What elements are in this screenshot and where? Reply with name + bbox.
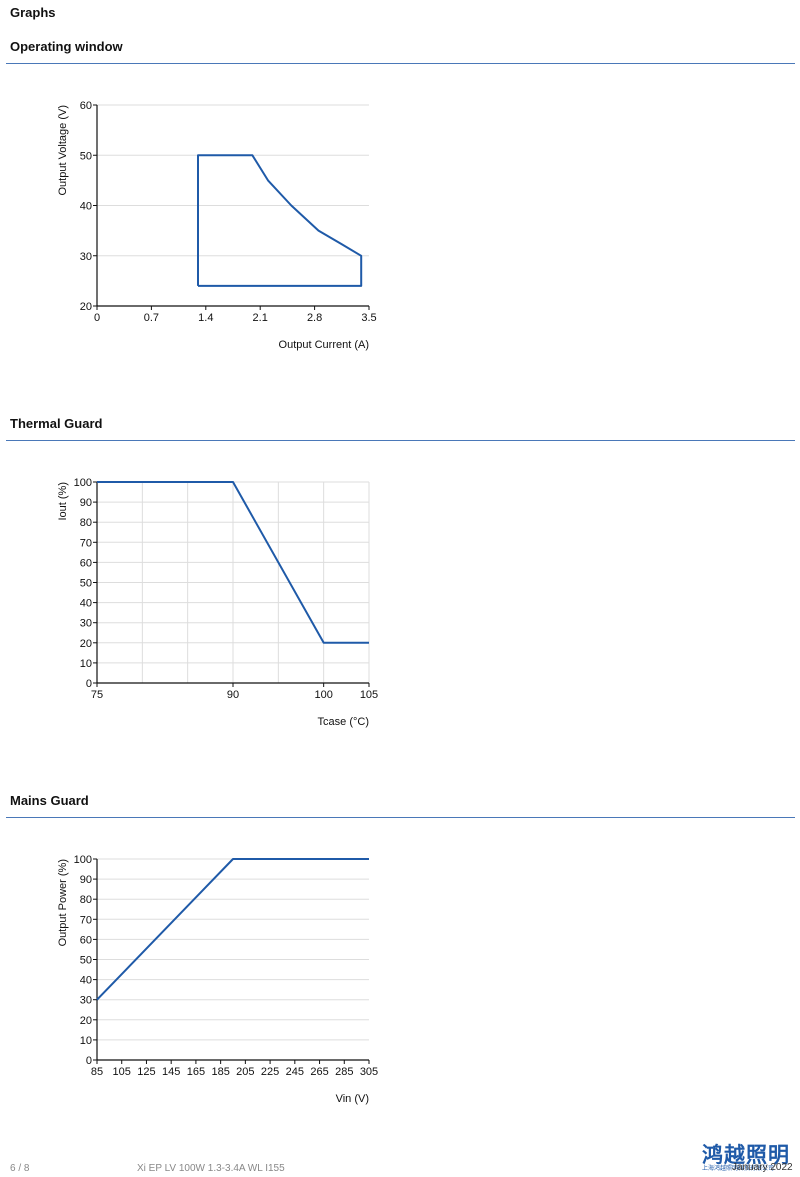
page-number: 6 / 8 <box>10 1163 30 1174</box>
y-tick-label: 20 <box>80 301 92 313</box>
y-tick-label: 0 <box>86 678 92 690</box>
section-title-mains-guard: Mains Guard <box>10 793 89 808</box>
x-tick-label: 1.4 <box>198 312 213 324</box>
x-tick-label: 125 <box>137 1066 155 1078</box>
x-tick-label: 2.8 <box>307 312 322 324</box>
x-tick-label: 245 <box>286 1066 304 1078</box>
mains-guard-chart: 0 10 20 30 40 50 60 70 80 90 100 85 105 125 145 165 185 2… <box>57 854 378 1105</box>
series-line <box>97 481 369 644</box>
y-axis-label: Output Power (%) <box>57 859 69 946</box>
x-tick-label: 225 <box>261 1066 279 1078</box>
x-tick-label: 0.7 <box>144 312 159 324</box>
document-date: January 2022 <box>732 1162 793 1173</box>
logo-subtext: 上海鸿越照明科技有限公司 <box>702 1166 775 1172</box>
y-tick-label: 30 <box>80 251 92 263</box>
y-tick-label: 60 <box>80 100 92 112</box>
y-tick-label: 30 <box>80 618 92 630</box>
section-divider <box>6 817 795 818</box>
y-tick-label: 40 <box>80 598 92 610</box>
y-tick-label: 20 <box>80 1015 92 1027</box>
x-tick-label: 265 <box>310 1066 328 1078</box>
x-tick-label: 90 <box>227 689 239 701</box>
page-heading: Graphs <box>10 5 56 20</box>
y-tick-label: 40 <box>80 201 92 213</box>
y-tick-label: 10 <box>80 1035 92 1047</box>
logo-text: 鸿越照明 <box>702 1143 790 1167</box>
y-tick-label: 0 <box>86 1055 92 1067</box>
y-tick-label: 50 <box>80 150 92 162</box>
series-line <box>96 858 369 1001</box>
x-tick-label: 285 <box>335 1066 353 1078</box>
y-tick-label: 80 <box>80 894 92 906</box>
x-tick-label: 85 <box>91 1066 103 1078</box>
operating-window-chart: 20 30 40 50 60 0 0.7 1.4 2.1 2.8 3.5 Output Current… <box>57 100 377 351</box>
x-tick-label: 305 <box>360 1066 378 1078</box>
x-tick-label: 100 <box>314 689 332 701</box>
y-tick-label: 90 <box>80 874 92 886</box>
y-tick-label: 100 <box>74 854 92 866</box>
company-logo: 鸿越照明 上海鸿越照明科技有限公司 <box>702 1144 794 1174</box>
section-title-thermal-guard: Thermal Guard <box>10 416 103 431</box>
thermal-guard-chart: 0 10 20 30 40 50 60 70 80 90 100 75 90 100 105 Tcase (°… <box>57 477 378 728</box>
x-tick-label: 165 <box>187 1066 205 1078</box>
x-tick-label: 0 <box>94 312 100 324</box>
y-tick-label: 90 <box>80 497 92 509</box>
series-line <box>197 154 363 287</box>
y-tick-label: 50 <box>80 578 92 590</box>
x-tick-label: 105 <box>360 689 378 701</box>
section-divider <box>6 63 795 64</box>
x-axis-label: Tcase (°C) <box>318 716 369 728</box>
y-tick-label: 100 <box>74 477 92 489</box>
x-tick-label: 2.1 <box>253 312 268 324</box>
x-tick-label: 145 <box>162 1066 180 1078</box>
y-tick-label: 50 <box>80 955 92 967</box>
x-tick-label: 105 <box>113 1066 131 1078</box>
section-title-operating-window: Operating window <box>10 39 123 54</box>
y-tick-label: 10 <box>80 658 92 670</box>
x-axis-label: Vin (V) <box>336 1093 369 1105</box>
x-tick-label: 75 <box>91 689 103 701</box>
y-tick-label: 70 <box>80 914 92 926</box>
y-tick-label: 20 <box>80 638 92 650</box>
y-tick-label: 30 <box>80 995 92 1007</box>
y-axis-label: Iout (%) <box>57 482 69 521</box>
product-name: Xi EP LV 100W 1.3-3.4A WL I155 <box>137 1163 285 1174</box>
y-tick-label: 70 <box>80 537 92 549</box>
section-divider <box>6 440 795 441</box>
x-axis-label: Output Current (A) <box>279 339 369 351</box>
y-tick-label: 60 <box>80 557 92 569</box>
y-tick-label: 60 <box>80 934 92 946</box>
y-tick-label: 80 <box>80 517 92 529</box>
x-tick-label: 3.5 <box>361 312 376 324</box>
y-tick-label: 40 <box>80 975 92 987</box>
y-axis-label: Output Voltage (V) <box>57 105 69 196</box>
x-tick-label: 205 <box>236 1066 254 1078</box>
x-tick-label: 185 <box>211 1066 229 1078</box>
